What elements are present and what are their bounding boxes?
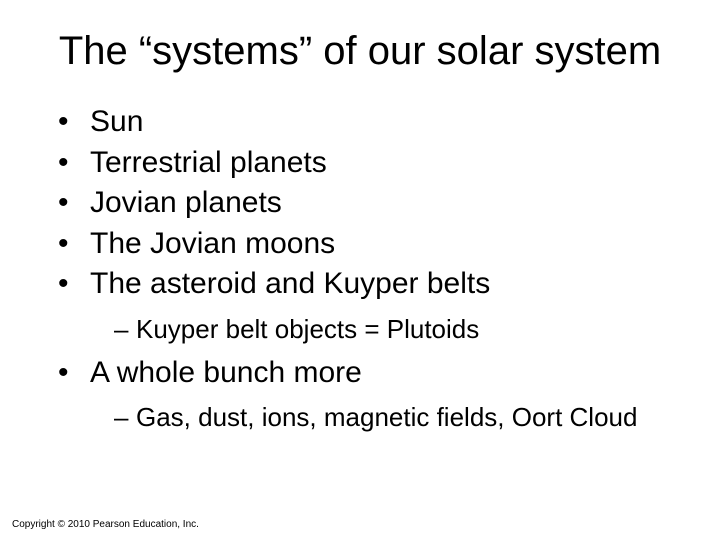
list-item: •Terrestrial planets bbox=[58, 143, 680, 184]
bullet-icon: • bbox=[58, 264, 90, 305]
slide-title: The “systems” of our solar system bbox=[40, 28, 680, 74]
list-item-text: The Jovian moons bbox=[90, 224, 335, 265]
sub-list-item: –Gas, dust, ions, magnetic fields, Oort … bbox=[114, 399, 680, 435]
list-item-text: The asteroid and Kuyper belts bbox=[90, 264, 490, 305]
list-item: •The Jovian moons bbox=[58, 224, 680, 265]
list-item-text: Jovian planets bbox=[90, 183, 282, 224]
bullet-list: •Sun •Terrestrial planets •Jovian planet… bbox=[58, 102, 680, 305]
list-item-text: Terrestrial planets bbox=[90, 143, 327, 184]
bullet-icon: • bbox=[58, 224, 90, 265]
bullet-icon: • bbox=[58, 183, 90, 224]
slide: The “systems” of our solar system •Sun •… bbox=[0, 0, 720, 540]
sub-list-item: –Kuyper belt objects = Plutoids bbox=[114, 311, 680, 347]
bullet-icon: • bbox=[58, 143, 90, 184]
dash-icon: – bbox=[114, 399, 136, 435]
list-item: •Sun bbox=[58, 102, 680, 143]
list-item: •The asteroid and Kuyper belts bbox=[58, 264, 680, 305]
list-item-text: A whole bunch more bbox=[90, 353, 362, 394]
list-item: •Jovian planets bbox=[58, 183, 680, 224]
dash-icon: – bbox=[114, 311, 136, 347]
bullet-icon: • bbox=[58, 102, 90, 143]
copyright-text: Copyright © 2010 Pearson Education, Inc. bbox=[12, 519, 199, 530]
bullet-list: •A whole bunch more bbox=[58, 353, 680, 394]
sub-bullet-list: –Gas, dust, ions, magnetic fields, Oort … bbox=[114, 399, 680, 435]
bullet-icon: • bbox=[58, 353, 90, 394]
slide-body: •Sun •Terrestrial planets •Jovian planet… bbox=[40, 102, 680, 436]
sub-bullet-list: –Kuyper belt objects = Plutoids bbox=[114, 311, 680, 347]
sub-list-item-text: Kuyper belt objects = Plutoids bbox=[136, 311, 479, 347]
sub-list-item-text: Gas, dust, ions, magnetic fields, Oort C… bbox=[136, 399, 637, 435]
list-item-text: Sun bbox=[90, 102, 143, 143]
list-item: •A whole bunch more bbox=[58, 353, 680, 394]
